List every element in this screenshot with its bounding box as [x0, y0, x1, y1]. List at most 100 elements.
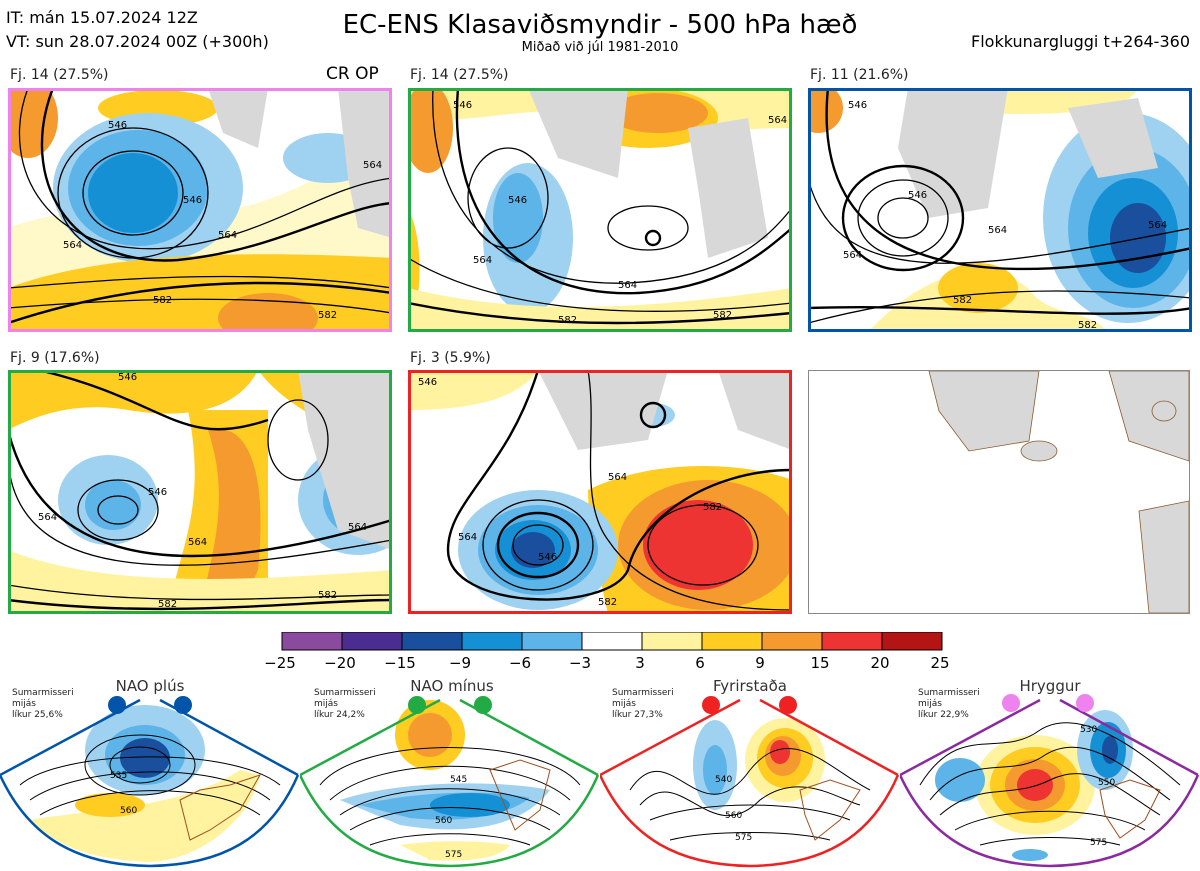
contour-label: 564 — [363, 160, 382, 171]
cluster-frame-5 — [408, 370, 792, 614]
cluster-map-5[interactable]: 546 546 564 564 582 582 — [408, 370, 792, 614]
contour-label: 564 — [38, 512, 57, 523]
contour-label: 582 — [153, 295, 172, 306]
contour-label: 582 — [318, 310, 337, 321]
contour-label: 582 — [703, 502, 722, 513]
regime-dot — [1002, 694, 1020, 712]
valid-time: VT: sun 28.07.2024 00Z (+300h) — [6, 32, 269, 51]
regime-note-2: Sumarmisseri mijás líkur 24,2% — [314, 688, 376, 720]
contour-label: 546 — [908, 190, 927, 201]
contour-label: 582 — [318, 590, 337, 601]
contour-label: 582 — [158, 599, 177, 610]
contour-label: 582 — [713, 310, 732, 321]
cluster-label-5: Fj. 3 (5.9%) — [410, 350, 491, 366]
contour-label: 546 — [418, 377, 437, 388]
cluster-map-3[interactable]: 546 546 564 564 564 582 582 — [808, 88, 1192, 332]
colorbar-cell — [881, 632, 943, 651]
colorbar-ticks: −25 −20 −15 −9 −6 −3 3 6 9 15 20 25 — [264, 654, 949, 674]
regime-dot — [174, 696, 192, 714]
contour-label: 575 — [445, 850, 462, 860]
cluster-map-4[interactable]: 546 546 564 564 564 582 582 — [8, 370, 392, 614]
regime-dot — [702, 696, 720, 714]
colorbar-tick: 6 — [695, 654, 705, 672]
cluster-frame-3 — [808, 88, 1192, 332]
regime-note-3: Sumarmisseri mijás líkur 27,3% — [612, 688, 674, 720]
contour-label: 582 — [953, 295, 972, 306]
contour-label: 560 — [435, 816, 452, 826]
colorbar-cell — [341, 632, 403, 651]
colorbar-cell — [821, 632, 883, 651]
header-info: IT: mán 15.07.2024 12Z VT: sun 28.07.202… — [6, 6, 269, 54]
contour-label: 575 — [1090, 838, 1107, 848]
colorbar-tick: 15 — [810, 654, 830, 672]
contour-label: 560 — [725, 811, 742, 821]
colorbar-tick: −9 — [448, 654, 472, 672]
contour-label: 582 — [598, 597, 617, 608]
colorbar-tick: 25 — [930, 654, 950, 672]
regime-name-4: Hryggur — [1019, 677, 1081, 695]
contour-label: 564 — [608, 472, 627, 483]
contour-label: 546 — [183, 195, 202, 206]
contour-label: 546 — [108, 120, 127, 131]
regime-map-3[interactable]: 540 560 575 — [600, 690, 900, 870]
cluster-window: Flokkunargluggi t+264-360 — [971, 32, 1190, 51]
contour-label: 564 — [188, 537, 207, 548]
colorbar — [281, 632, 943, 651]
colorbar-tick: −3 — [568, 654, 592, 672]
cluster-label-3: Fj. 11 (21.6%) — [810, 67, 909, 83]
regime-name-1: NAO plús — [115, 677, 185, 695]
regime-name-2: NAO mínus — [410, 677, 494, 695]
contour-label: 546 — [508, 195, 527, 206]
regime-note-4: Sumarmisseri mijás líkur 22,9% — [918, 688, 980, 720]
regime-name-3: Fyrirstaða — [713, 677, 787, 695]
colorbar-tick: 3 — [635, 654, 645, 672]
cluster-map-1[interactable]: 546 546 564 564 564 582 582 — [8, 88, 392, 332]
page-title: EC-ENS Klasaviðsmyndir - 500 hPa hæð — [342, 10, 858, 40]
contour-label: 564 — [618, 280, 637, 291]
regime-dot — [779, 696, 797, 714]
contour-label: 564 — [218, 230, 237, 241]
reference-map — [808, 370, 1190, 614]
cluster-frame-1 — [8, 88, 392, 332]
cluster-label-4: Fj. 9 (17.6%) — [10, 350, 100, 366]
cluster-label-2: Fj. 14 (27.5%) — [410, 67, 509, 83]
cluster-frame-2 — [408, 88, 792, 332]
contour-label: 564 — [1148, 220, 1167, 231]
contour-label: 564 — [473, 255, 492, 266]
regime-dot — [408, 696, 426, 714]
contour-label: 546 — [148, 487, 167, 498]
colorbar-cell — [461, 632, 523, 651]
contour-label: 564 — [768, 115, 787, 126]
initial-time: IT: mán 15.07.2024 12Z — [6, 8, 198, 27]
cluster-map-2[interactable]: 546 546 564 564 564 582 582 — [408, 88, 792, 332]
regime-note-1: Sumarmisseri mijás líkur 25,6% — [12, 688, 74, 720]
contour-label: 546 — [848, 100, 867, 111]
colorbar-tick: −6 — [508, 654, 532, 672]
contour-label: 550 — [1098, 778, 1115, 788]
colorbar-tick: −15 — [384, 654, 416, 672]
contour-label: 546 — [538, 552, 557, 563]
op-label: CR OP — [326, 64, 379, 84]
colorbar-tick: −20 — [324, 654, 356, 672]
colorbar-tick: 20 — [870, 654, 890, 672]
regime-map-1[interactable]: 535 560 — [0, 690, 300, 870]
contour-label: 530 — [1080, 725, 1097, 735]
colorbar-cell — [581, 632, 643, 651]
contour-label: 535 — [110, 771, 127, 781]
colorbar-tick: 9 — [755, 654, 765, 672]
regime-map-4[interactable]: 530 550 575 — [900, 690, 1200, 870]
cluster-label-1: Fj. 14 (27.5%) — [10, 67, 109, 83]
contour-label: 560 — [120, 806, 137, 816]
colorbar-cell — [281, 632, 343, 651]
colorbar-tick: −25 — [264, 654, 296, 672]
contour-label: 582 — [1078, 320, 1097, 331]
contour-label: 564 — [458, 532, 477, 543]
contour-label: 564 — [63, 240, 82, 251]
regime-dot — [1076, 694, 1094, 712]
contour-label: 546 — [453, 100, 472, 111]
regime-dot — [474, 696, 492, 714]
regime-map-2[interactable]: 545 560 575 — [300, 690, 600, 870]
colorbar-cell — [701, 632, 763, 651]
contour-label: 540 — [715, 775, 732, 785]
colorbar-cell — [761, 632, 823, 651]
